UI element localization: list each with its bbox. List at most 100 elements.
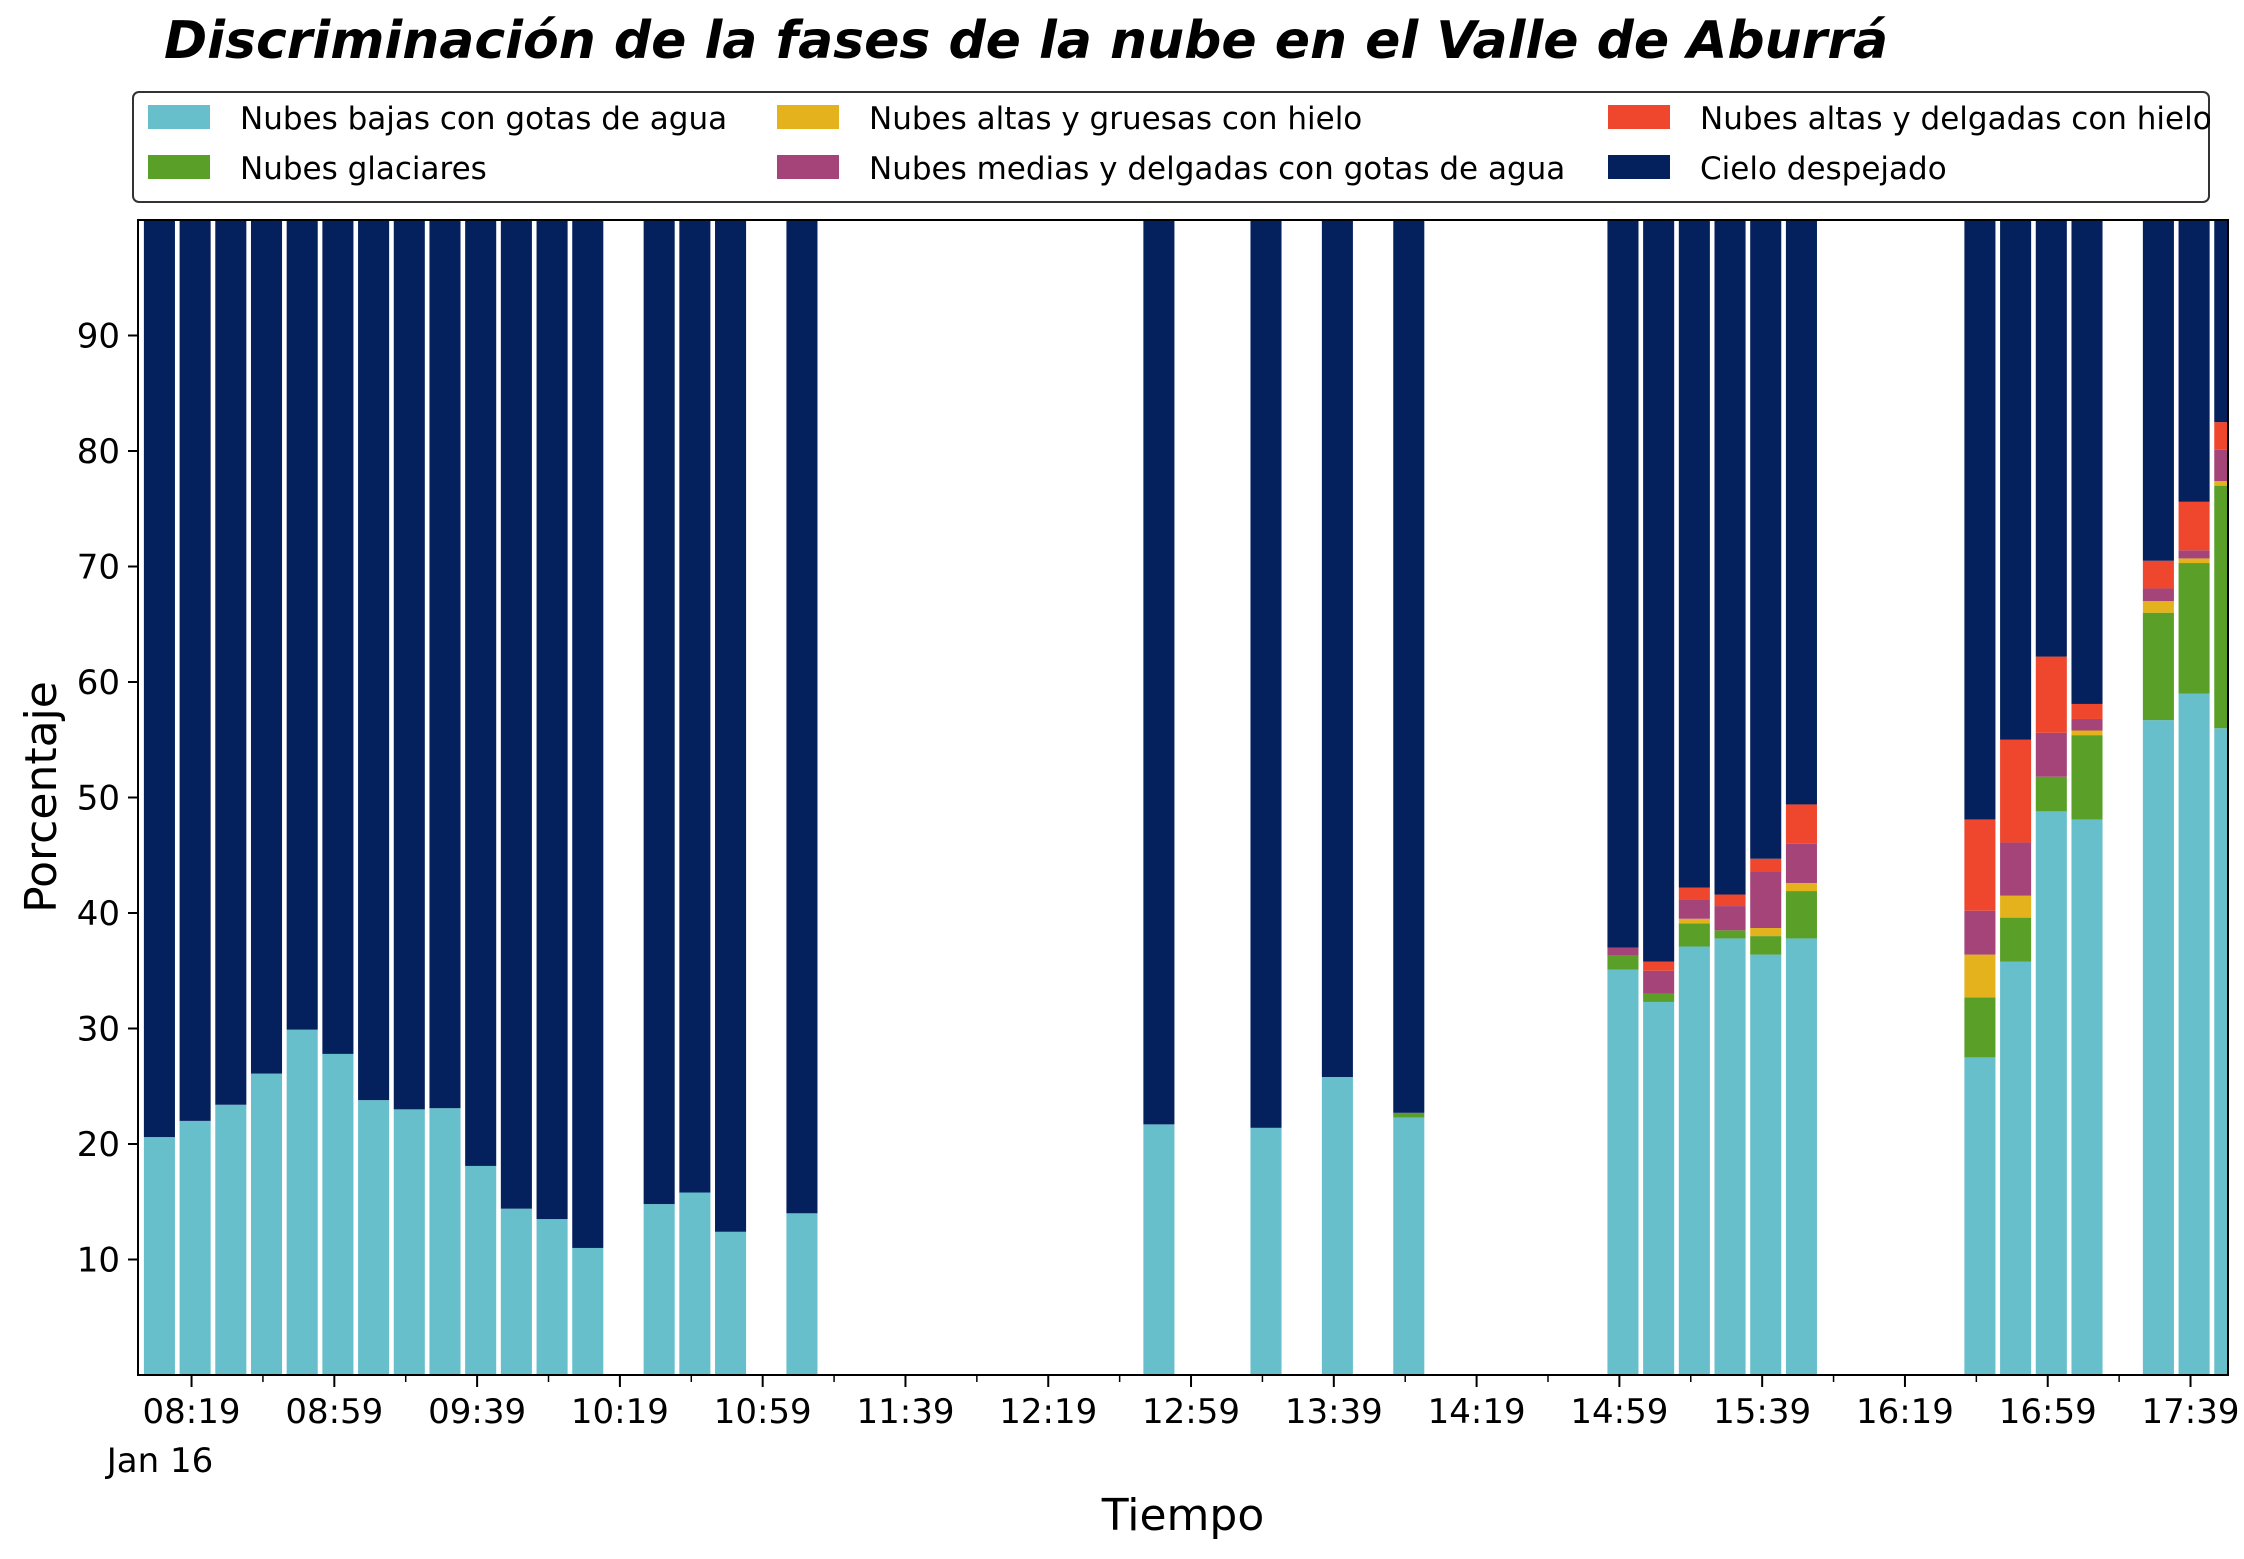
bar-segment-cielo-despejado xyxy=(1607,220,1639,948)
bar-segment-nubes-bajas-con-gotas-de-agua xyxy=(1643,1001,1675,1375)
bar-segment-cielo-despejado xyxy=(715,220,747,1232)
x-tick-label: 10:59 xyxy=(714,1392,812,1432)
y-tick-label: 90 xyxy=(77,317,120,357)
bar-segment-nubes-medias-y-delgadas-con-gotas-de-agua xyxy=(1678,899,1710,919)
bar-segment-nubes-bajas-con-gotas-de-agua xyxy=(1393,1117,1425,1375)
bar-segment-nubes-bajas-con-gotas-de-agua xyxy=(1678,946,1710,1375)
bar-segment-nubes-bajas-con-gotas-de-agua xyxy=(215,1104,247,1375)
bar-segment-nubes-glaciares xyxy=(2214,485,2228,729)
bar-segment-cielo-despejado xyxy=(536,220,568,1220)
bar-segment-nubes-medias-y-delgadas-con-gotas-de-agua xyxy=(1607,947,1639,956)
legend-swatch-nubes-altas-y-gruesas-con-hielo xyxy=(777,105,839,129)
bar-segment-cielo-despejado xyxy=(358,220,390,1101)
bar-segment-cielo-despejado xyxy=(679,220,711,1193)
bar-segment-nubes-bajas-con-gotas-de-agua xyxy=(2142,720,2174,1375)
x-tick-label: 08:59 xyxy=(285,1392,383,1432)
bar-segment-nubes-bajas-con-gotas-de-agua xyxy=(1143,1124,1175,1375)
bar-segment-cielo-despejado xyxy=(179,220,211,1121)
legend-label-nubes-altas-y-delgadas-con-hielo: Nubes altas y delgadas con hielo xyxy=(1700,101,2212,137)
bar-segment-nubes-bajas-con-gotas-de-agua xyxy=(393,1109,425,1375)
bar-segment-nubes-bajas-con-gotas-de-agua xyxy=(572,1247,604,1375)
bar-segment-nubes-altas-y-gruesas-con-hielo xyxy=(1750,928,1782,937)
bar-segment-nubes-bajas-con-gotas-de-agua xyxy=(322,1053,354,1375)
bar-segment-nubes-altas-y-gruesas-con-hielo xyxy=(1678,918,1710,924)
bar-segment-nubes-bajas-con-gotas-de-agua xyxy=(286,1029,318,1375)
bar-segment-cielo-despejado xyxy=(2142,220,2174,561)
y-tick-label: 50 xyxy=(77,779,120,819)
bar-segment-cielo-despejado xyxy=(2000,220,2032,740)
x-tick-label: 08:19 xyxy=(143,1392,241,1432)
bar-segment-nubes-glaciares xyxy=(1607,955,1639,970)
bar-segment-nubes-altas-y-delgadas-con-hielo xyxy=(2000,739,2032,843)
bar-segment-nubes-bajas-con-gotas-de-agua xyxy=(1250,1127,1282,1375)
bar-segment-nubes-glaciares xyxy=(2035,776,2067,812)
bar-segment-cielo-despejado xyxy=(1643,220,1675,962)
bar-segment-cielo-despejado xyxy=(1250,220,1282,1128)
bar-segment-nubes-altas-y-delgadas-con-hielo xyxy=(1643,961,1675,971)
bar-segment-nubes-bajas-con-gotas-de-agua xyxy=(500,1208,532,1375)
bar-segment-nubes-bajas-con-gotas-de-agua xyxy=(2000,961,2032,1375)
bar-segment-cielo-despejado xyxy=(1785,220,1817,805)
bar-segment-nubes-glaciares xyxy=(2142,612,2174,721)
x-tick-label: 17:39 xyxy=(2142,1392,2240,1432)
x-tick-label: 14:19 xyxy=(1428,1392,1526,1432)
x-tick-label: 12:19 xyxy=(999,1392,1097,1432)
bar-segment-cielo-despejado xyxy=(1678,220,1710,888)
legend-label-nubes-altas-y-gruesas-con-hielo: Nubes altas y gruesas con hielo xyxy=(869,101,1362,137)
x-date-label: Jan 16 xyxy=(105,1441,213,1481)
legend: Nubes bajas con gotas de agua Nubes glaci… xyxy=(132,91,2212,203)
bar-segment-cielo-despejado xyxy=(1143,220,1175,1125)
bar-segment-nubes-glaciares xyxy=(1785,891,1817,939)
plot-area: 10 20 30 40 50 60 70 80 90 08:19 08:59 09:39 10:19 1… xyxy=(77,219,2240,1432)
x-tick-label: 16:59 xyxy=(1999,1392,2097,1432)
bar-segment-nubes-glaciares xyxy=(1643,993,1675,1002)
x-tick-label: 15:39 xyxy=(1713,1392,1811,1432)
bar-segment-nubes-medias-y-delgadas-con-gotas-de-agua xyxy=(2142,588,2174,602)
bar-segment-nubes-medias-y-delgadas-con-gotas-de-agua xyxy=(1785,843,1817,883)
bar-segment-cielo-despejado xyxy=(2071,220,2103,704)
legend-frame xyxy=(132,91,2210,203)
bar-segment-nubes-bajas-con-gotas-de-agua xyxy=(679,1192,711,1375)
bar-segment-cielo-despejado xyxy=(250,220,283,1074)
bar-segment-nubes-altas-y-delgadas-con-hielo xyxy=(2142,560,2174,589)
x-tick-label: 12:59 xyxy=(1142,1392,1240,1432)
bar-segment-nubes-medias-y-delgadas-con-gotas-de-agua xyxy=(1750,871,1782,929)
y-tick-label: 10 xyxy=(77,1241,120,1281)
bar-segment-nubes-glaciares xyxy=(1750,936,1782,955)
bar-segment-nubes-bajas-con-gotas-de-agua xyxy=(643,1204,675,1375)
bar-segment-cielo-despejado xyxy=(643,220,675,1205)
bar-segment-nubes-altas-y-delgadas-con-hielo xyxy=(1785,804,1817,844)
bar-segment-nubes-altas-y-gruesas-con-hielo xyxy=(2000,895,2032,918)
bar-segment-nubes-glaciares xyxy=(1964,997,1996,1058)
x-tick-label: 11:39 xyxy=(856,1392,954,1432)
bar-segment-cielo-despejado xyxy=(429,220,461,1109)
bar-segment-nubes-medias-y-delgadas-con-gotas-de-agua xyxy=(2000,842,2032,896)
bar-segment-cielo-despejado xyxy=(143,220,175,1138)
x-axis-label: Tiempo xyxy=(1101,1490,1265,1541)
legend-swatch-cielo-despejado xyxy=(1608,155,1670,179)
bar-segment-nubes-altas-y-delgadas-con-hielo xyxy=(1964,819,1996,911)
bar-segment-cielo-despejado xyxy=(500,220,532,1209)
bar-segment-nubes-altas-y-delgadas-con-hielo xyxy=(1714,894,1746,907)
legend-label-nubes-medias-y-delgadas-con-gotas-de-agua: Nubes medias y delgadas con gotas de agu… xyxy=(869,151,1565,187)
bar-segment-nubes-altas-y-gruesas-con-hielo xyxy=(2178,558,2210,564)
bar-segment-nubes-altas-y-delgadas-con-hielo xyxy=(2035,656,2067,733)
bar-segment-cielo-despejado xyxy=(215,220,247,1105)
bars-group xyxy=(143,220,2228,1376)
bar-segment-cielo-despejado xyxy=(572,220,604,1248)
bar-segment-nubes-altas-y-delgadas-con-hielo xyxy=(2178,501,2210,551)
y-tick-label: 80 xyxy=(77,432,120,472)
bar-segment-nubes-bajas-con-gotas-de-agua xyxy=(250,1073,283,1375)
bar-segment-nubes-bajas-con-gotas-de-agua xyxy=(1964,1057,1996,1376)
bar-segment-cielo-despejado xyxy=(1714,220,1746,895)
bar-segment-nubes-glaciares xyxy=(2071,735,2103,820)
bar-segment-cielo-despejado xyxy=(2214,220,2228,423)
legend-swatch-nubes-medias-y-delgadas-con-gotas-de-agua xyxy=(777,155,839,179)
legend-label-cielo-despejado: Cielo despejado xyxy=(1700,151,1947,187)
bar-segment-nubes-medias-y-delgadas-con-gotas-de-agua xyxy=(1964,910,1996,955)
bar-segment-nubes-bajas-con-gotas-de-agua xyxy=(429,1108,461,1375)
bar-segment-nubes-bajas-con-gotas-de-agua xyxy=(143,1137,175,1375)
bar-segment-nubes-bajas-con-gotas-de-agua xyxy=(1785,938,1817,1375)
bar-segment-nubes-bajas-con-gotas-de-agua xyxy=(1321,1077,1353,1375)
